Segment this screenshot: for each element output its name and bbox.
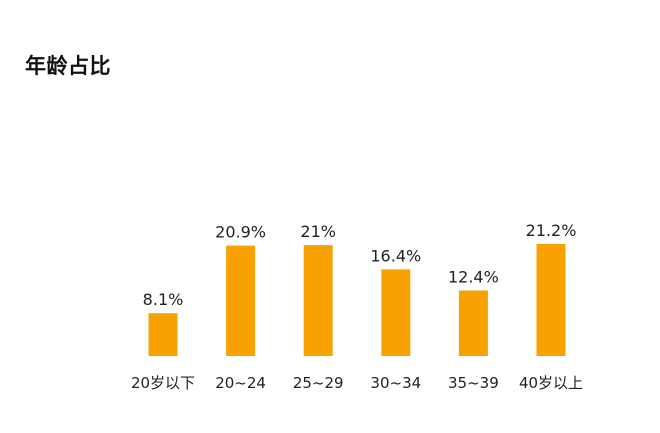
- data-label-3: 16.4%: [370, 246, 421, 265]
- x-tick-label-1: 20~24: [215, 374, 266, 392]
- bar-1: [226, 245, 256, 356]
- data-label-5: 21.2%: [526, 221, 577, 240]
- data-label-4: 12.4%: [448, 268, 499, 287]
- bar-2: [303, 245, 333, 356]
- data-label-0: 8.1%: [143, 290, 184, 309]
- data-labels-group: 8.1% 20.9% 21% 16.4% 12.4% 21.2%: [143, 221, 577, 309]
- data-label-2: 21%: [300, 222, 336, 241]
- x-tick-label-3: 30~34: [370, 374, 421, 392]
- bar-0: [148, 313, 178, 356]
- x-tick-label-4: 35~39: [448, 374, 499, 392]
- data-label-1: 20.9%: [215, 223, 266, 242]
- bar-4: [458, 290, 488, 356]
- bars-group: [148, 244, 566, 356]
- x-tick-label-2: 25~29: [293, 374, 344, 392]
- x-tick-labels-group: 20岁以下 20~24 25~29 30~34 35~39 40岁以上: [131, 374, 583, 392]
- bar-3: [381, 269, 411, 356]
- chart-title: 年龄占比: [25, 54, 111, 78]
- bar-5: [536, 244, 566, 356]
- x-tick-label-0: 20岁以下: [131, 374, 195, 392]
- x-tick-label-5: 40岁以上: [519, 374, 583, 392]
